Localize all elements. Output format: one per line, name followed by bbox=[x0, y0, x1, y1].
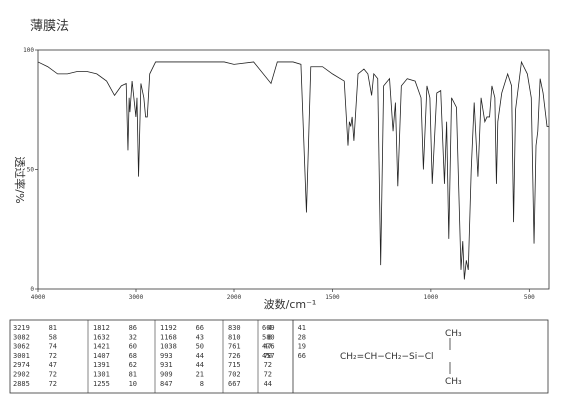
peak-transmittance: 32 bbox=[129, 333, 137, 341]
peak-wavenumber: 2885 bbox=[13, 380, 30, 388]
peak-wavenumber: 1632 bbox=[93, 333, 110, 341]
peak-wavenumber: 2974 bbox=[13, 361, 30, 369]
peak-wavenumber: 830 bbox=[228, 324, 241, 332]
y-axis-label: 透过率/% bbox=[13, 156, 27, 203]
peak-wavenumber: 476 bbox=[262, 343, 275, 351]
peak-wavenumber: 810 bbox=[228, 333, 241, 341]
x-tick-label: 500 bbox=[524, 294, 535, 301]
peak-wavenumber: 580 bbox=[262, 333, 275, 341]
peak-transmittance: 72 bbox=[49, 371, 57, 379]
peak-wavenumber: 667 bbox=[228, 380, 241, 388]
peak-wavenumber: 2902 bbox=[13, 371, 30, 379]
x-tick-label: 2000 bbox=[227, 294, 242, 301]
structure-top: CH₃ bbox=[445, 329, 462, 339]
peak-transmittance: 86 bbox=[129, 324, 137, 332]
peak-transmittance: 72 bbox=[264, 361, 272, 369]
y-tick-label: 50 bbox=[27, 167, 35, 174]
x-tick-label: 1500 bbox=[325, 294, 340, 301]
peak-transmittance: 44 bbox=[264, 380, 272, 388]
peak-transmittance: 58 bbox=[49, 333, 57, 341]
peak-wavenumber: 993 bbox=[160, 352, 173, 360]
peak-transmittance: 44 bbox=[196, 361, 204, 369]
peak-transmittance: 21 bbox=[196, 371, 204, 379]
peak-transmittance: 43 bbox=[196, 333, 204, 341]
peak-wavenumber: 726 bbox=[228, 352, 241, 360]
peak-wavenumber: 3062 bbox=[13, 343, 30, 351]
x-tick-label: 3000 bbox=[129, 294, 144, 301]
peak-wavenumber: 847 bbox=[160, 380, 173, 388]
peak-wavenumber: 761 bbox=[228, 343, 241, 351]
peak-transmittance: 50 bbox=[196, 343, 204, 351]
peak-wavenumber: 3001 bbox=[13, 352, 30, 360]
x-tick-label: 4000 bbox=[31, 294, 46, 301]
peak-transmittance: 66 bbox=[196, 324, 204, 332]
peak-transmittance: 68 bbox=[129, 352, 137, 360]
peak-wavenumber: 1255 bbox=[93, 380, 110, 388]
peak-transmittance: 66 bbox=[298, 352, 306, 360]
peak-transmittance: 4 bbox=[268, 324, 272, 332]
structure-bottom: CH₃ bbox=[445, 377, 462, 387]
peak-transmittance: 74 bbox=[49, 343, 57, 351]
x-axis-label: 波数/cm⁻¹ bbox=[264, 298, 317, 311]
peak-transmittance: 44 bbox=[196, 352, 204, 360]
plot-frame bbox=[37, 49, 550, 290]
table-frame bbox=[9, 319, 549, 394]
peak-transmittance: 72 bbox=[49, 352, 57, 360]
spectrum bbox=[37, 60, 549, 280]
peak-transmittance: 81 bbox=[49, 324, 57, 332]
peak-transmittance: 81 bbox=[129, 371, 137, 379]
peak-wavenumber: 702 bbox=[228, 371, 241, 379]
peak-wavenumber: 3219 bbox=[13, 324, 30, 332]
peak-transmittance: 10 bbox=[129, 380, 137, 388]
peak-transmittance: 47 bbox=[49, 361, 57, 369]
x-tick-label: 1000 bbox=[424, 294, 439, 301]
peak-transmittance: 72 bbox=[264, 371, 272, 379]
peak-transmittance: 19 bbox=[298, 343, 306, 351]
peak-transmittance: 8 bbox=[268, 333, 272, 341]
peak-wavenumber: 909 bbox=[160, 371, 173, 379]
peak-wavenumber: 1168 bbox=[160, 333, 177, 341]
peak-transmittance: 60 bbox=[129, 343, 137, 351]
peak-transmittance: 70 bbox=[264, 352, 272, 360]
peak-transmittance: 47 bbox=[264, 343, 272, 351]
peak-wavenumber: 3082 bbox=[13, 333, 30, 341]
y-tick-label: 100 bbox=[23, 47, 34, 54]
peak-wavenumber: 1192 bbox=[160, 324, 177, 332]
peak-transmittance: 41 bbox=[298, 324, 306, 332]
chart-title: 薄膜法 bbox=[30, 19, 69, 34]
peak-transmittance: 28 bbox=[298, 333, 306, 341]
peak-transmittance: 72 bbox=[49, 380, 57, 388]
peak-wavenumber: 1301 bbox=[93, 371, 110, 379]
peak-wavenumber: 1812 bbox=[93, 324, 110, 332]
peak-wavenumber: 1421 bbox=[93, 343, 110, 351]
peak-transmittance: 8 bbox=[200, 380, 204, 388]
y-tick-label: 0 bbox=[30, 286, 34, 293]
structure-chain: CH₂=CH−CH₂−Si−Cl bbox=[340, 352, 434, 362]
peak-wavenumber: 457 bbox=[262, 352, 275, 360]
peak-wavenumber: 1407 bbox=[93, 352, 110, 360]
peak-wavenumber: 669 bbox=[262, 324, 275, 332]
peak-wavenumber: 1391 bbox=[93, 361, 110, 369]
peak-wavenumber: 931 bbox=[160, 361, 173, 369]
peak-wavenumber: 1038 bbox=[160, 343, 177, 351]
peak-transmittance: 62 bbox=[129, 361, 137, 369]
peak-wavenumber: 715 bbox=[228, 361, 241, 369]
